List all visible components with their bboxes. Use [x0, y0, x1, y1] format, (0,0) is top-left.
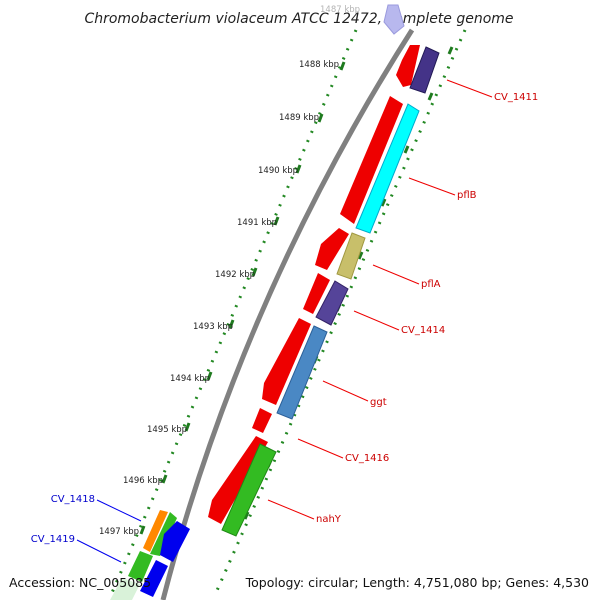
accession-text: Accession: NC_005085: [9, 575, 151, 590]
genome-backbone: [160, 28, 415, 600]
cds-cv-1411[interactable]: [396, 45, 420, 87]
tick-label-1488: 1488 kbp: [299, 60, 339, 70]
cds-cv-1411-purple[interactable]: [409, 46, 440, 94]
cds-cv-1418-green[interactable]: [150, 512, 177, 556]
cds-pflb-cyan[interactable]: [355, 103, 420, 234]
reverse-leader-lines: [76, 499, 142, 563]
tick-label-1491: 1491 kbp: [237, 218, 277, 228]
tick-label-1493: 1493 kbp: [193, 322, 233, 332]
gene-label-pfla[interactable]: pflA: [421, 279, 441, 290]
cds-pfla-red[interactable]: [315, 228, 349, 270]
inner-dotted-ring: [213, 29, 467, 596]
cds-cv-1418-orange[interactable]: [143, 510, 168, 552]
gene-label-cv-1411[interactable]: CV_1411: [494, 92, 538, 103]
cds-pflb[interactable]: [340, 96, 403, 224]
cds-cv-1418-blue[interactable]: [160, 521, 190, 562]
tick-label-1487: 1487 kbp: [320, 5, 360, 15]
gene-label-cv-1419[interactable]: CV_1419: [31, 534, 75, 545]
cds-nahy-red[interactable]: [208, 436, 268, 524]
tick-label-1496: 1496 kbp: [123, 476, 163, 486]
reverse-cds-track: [110, 510, 190, 600]
forward-cds-color-track: [221, 46, 440, 537]
cds-nahy-green[interactable]: [221, 443, 277, 537]
gene-label-cv-1418[interactable]: CV_1418: [51, 494, 95, 505]
cds-cv-1416-red[interactable]: [252, 408, 272, 433]
tick-label-1489: 1489 kbp: [279, 113, 319, 123]
topology-text: Topology: circular; Length: 4,751,080 bp…: [245, 575, 589, 590]
cds-pfla-khaki[interactable]: [336, 232, 366, 280]
gene-labels: CV_1411 pflB pflA CV_1414 ggt CV_1416 na…: [31, 92, 539, 545]
gene-label-nahy[interactable]: nahY: [316, 514, 342, 525]
cds-cv-1419-green[interactable]: [128, 551, 153, 582]
cds-ggt-red[interactable]: [262, 318, 311, 405]
cds-cv-1419-blue[interactable]: [140, 560, 168, 597]
forward-cds-track: [208, 45, 420, 524]
tick-label-1497: 1497 kbp: [99, 527, 139, 537]
tick-label-1495: 1495 kbp: [147, 425, 187, 435]
tick-label-1490: 1490 kbp: [258, 166, 298, 176]
gene-label-cv-1416[interactable]: CV_1416: [345, 453, 389, 464]
forward-leader-lines: [267, 79, 493, 520]
gene-label-ggt[interactable]: ggt: [370, 397, 387, 408]
gene-label-pflb[interactable]: pflB: [457, 190, 477, 201]
cds-cv-1414-purple[interactable]: [315, 280, 349, 326]
cds-cv-1420-pale[interactable]: [110, 578, 140, 600]
gene-label-cv-1414[interactable]: CV_1414: [401, 325, 445, 336]
gene-cv-1410-partial[interactable]: [383, 4, 405, 35]
kbp-ticks: 1487 kbp 1488 kbp 1489 kbp 1490 kbp 1491…: [99, 5, 360, 537]
cds-cv-1414-red[interactable]: [303, 273, 330, 314]
tick-label-1492: 1492 kbp: [215, 270, 255, 280]
map-title: Chromobacterium violaceum ATCC 12472, co…: [84, 11, 513, 27]
cds-ggt-steelblue[interactable]: [276, 325, 328, 420]
tick-label-1494: 1494 kbp: [170, 374, 210, 384]
